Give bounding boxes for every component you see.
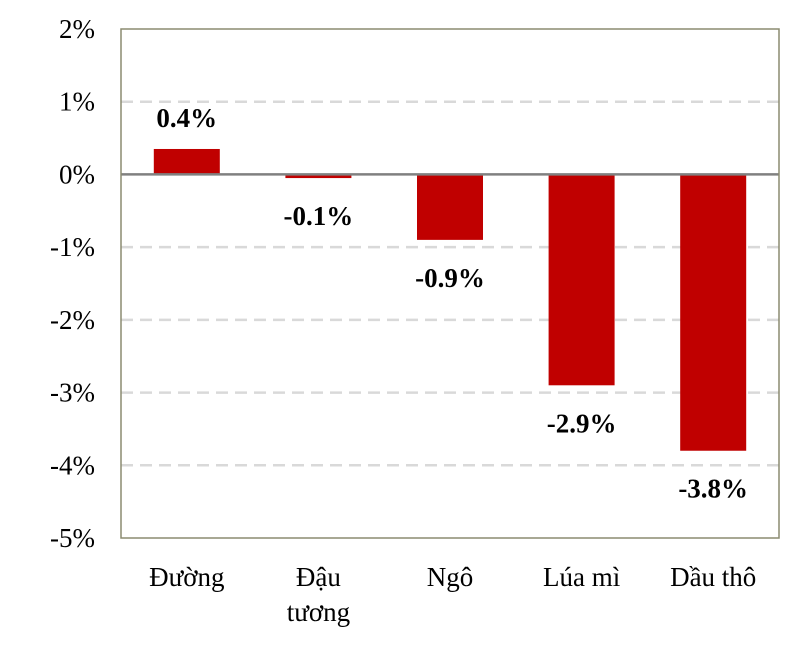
category-label: Đường xyxy=(149,562,224,592)
bar xyxy=(548,174,615,386)
y-axis-ticks: 2% 1% 0% -1% -2% -3% -4% -5% xyxy=(50,14,95,553)
bars xyxy=(153,148,747,451)
data-label: 0.4% xyxy=(156,103,217,133)
plot-frame xyxy=(120,28,780,539)
y-tick-label: 1% xyxy=(59,87,95,117)
grid-lines xyxy=(121,100,779,467)
y-tick-label: -3% xyxy=(50,378,95,408)
category-label-line: tương xyxy=(287,597,350,627)
data-labels: 0.4% -0.1% -0.9% -2.9% -3.8% xyxy=(156,103,748,504)
bar xyxy=(417,174,483,240)
bar xyxy=(153,148,220,175)
y-tick-label: 2% xyxy=(59,14,95,44)
y-tick-label: -2% xyxy=(50,305,95,335)
category-label-line: Lúa mì xyxy=(543,562,620,592)
category-labels: Đường Đậu tương Ngô Lúa mì Dầu thô xyxy=(149,562,756,627)
y-tick-label: 0% xyxy=(59,159,95,189)
category-label: Ngô xyxy=(427,562,474,592)
category-label-line: Đường xyxy=(149,562,224,592)
category-label: Đậu tương xyxy=(287,562,350,627)
bar xyxy=(680,174,747,451)
data-label: -2.9% xyxy=(547,408,617,438)
category-label-line: Dầu thô xyxy=(670,562,756,592)
data-label: -3.8% xyxy=(678,474,748,504)
category-label-line: Đậu xyxy=(296,562,341,592)
y-tick-label: -5% xyxy=(50,523,95,553)
y-tick-label: -1% xyxy=(50,232,95,262)
y-tick-label: -4% xyxy=(50,450,95,480)
category-label: Dầu thô xyxy=(670,562,756,592)
data-label: -0.9% xyxy=(415,263,485,293)
bar xyxy=(285,174,352,179)
data-label: -0.1% xyxy=(284,201,354,231)
category-label-line: Ngô xyxy=(427,562,474,592)
category-label: Lúa mì xyxy=(543,562,620,592)
